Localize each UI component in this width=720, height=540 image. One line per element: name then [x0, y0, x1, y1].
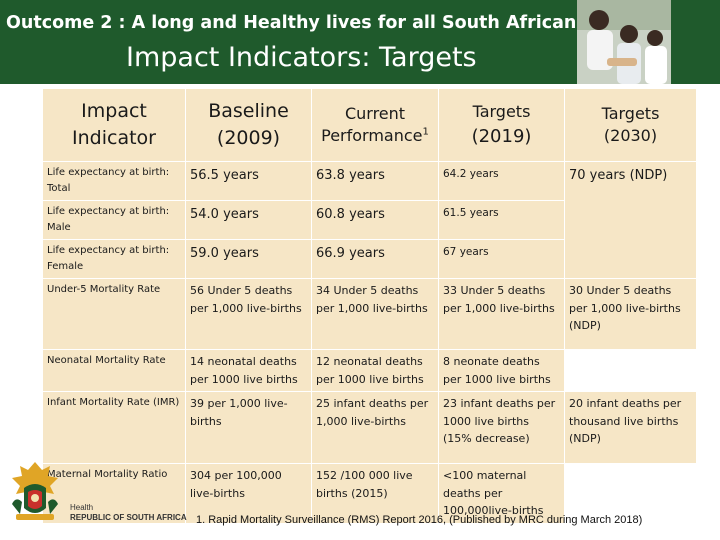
current-cell: 66.9 years — [311, 239, 439, 279]
baseline-cell: 39 per 1,000 live-births — [185, 391, 312, 465]
baseline-cell: 56 Under 5 deaths per 1,000 live-births — [185, 278, 312, 350]
coat-of-arms-logo — [6, 458, 64, 528]
footnote: 1. Rapid Mortality Surveillance (RMS) Re… — [196, 514, 643, 526]
department-label: Health REPUBLIC OF SOUTH AFRICA — [70, 503, 187, 522]
indicator-cell: Infant Mortality Rate (IMR) — [42, 391, 186, 465]
table-row: Life expectancy at birth: Male 54.0 year… — [42, 200, 697, 240]
current-cell: 63.8 years — [311, 161, 439, 201]
page-subtitle: Impact Indicators: Targets — [126, 42, 477, 73]
target-2030-cell: 20 infant deaths per thousand live birth… — [564, 391, 697, 465]
target-2019-cell: 8 neonate deaths per 1000 live births — [438, 348, 565, 393]
header-targets-2019: Targets (2019) — [438, 88, 565, 162]
current-cell: 34 Under 5 deaths per 1,000 live-births — [311, 278, 439, 350]
impact-indicators-table: Impact Indicator Baseline (2009) Current… — [42, 88, 697, 524]
target-2019-cell: 64.2 years — [438, 161, 565, 201]
current-cell: 152 /100 000 live births (2015) — [311, 463, 439, 524]
table-header-row: Impact Indicator Baseline (2009) Current… — [42, 88, 697, 162]
coat-of-arms-icon — [12, 462, 58, 520]
current-cell: 12 neonatal deaths per 1000 live births — [311, 348, 439, 393]
target-2019-cell: 33 Under 5 deaths per 1,000 live-births — [438, 278, 565, 350]
target-2019-cell: 61.5 years — [438, 200, 565, 240]
target-2019-cell: <100 maternal deaths per 100,000live-bir… — [438, 463, 565, 524]
baseline-cell: 54.0 years — [185, 200, 312, 240]
table-row: Life expectancy at birth: Total 56.5 yea… — [42, 161, 697, 279]
header-impact-indicator: Impact Indicator — [42, 88, 186, 162]
indicator-cell: Under-5 Mortality Rate — [42, 278, 186, 350]
table-row: Maternal Mortality Ratio 304 per 100,000… — [42, 463, 697, 524]
current-cell: 25 infant deaths per 1,000 live-births — [311, 391, 439, 465]
target-2019-cell: 67 years — [438, 239, 565, 279]
table-row: Neonatal Mortality Rate 14 neonatal deat… — [42, 348, 697, 393]
indicator-cell: Life expectancy at birth: Total — [42, 161, 186, 201]
target-2030-cell: 30 Under 5 deaths per 1,000 live-births … — [564, 278, 697, 350]
header-targets-2030: Targets (2030) — [564, 88, 697, 162]
children-photo-illustration — [577, 0, 671, 84]
target-2030-cell — [564, 348, 697, 393]
current-cell: 60.8 years — [311, 200, 439, 240]
header-current-performance: Current Performance1 — [311, 88, 439, 162]
page-title: Outcome 2 : A long and Healthy lives for… — [6, 13, 587, 33]
baseline-cell: 56.5 years — [185, 161, 312, 201]
indicator-cell: Life expectancy at birth: Male — [42, 200, 186, 240]
table-row: Under-5 Mortality Rate 56 Under 5 deaths… — [42, 278, 697, 350]
baseline-cell: 14 neonatal deaths per 1000 live births — [185, 348, 312, 393]
indicator-cell: Maternal Mortality Ratio — [42, 463, 186, 524]
target-2019-cell: 23 infant deaths per 1000 live births (1… — [438, 391, 565, 465]
target-2030-cell — [564, 463, 697, 524]
table-row: Infant Mortality Rate (IMR) 39 per 1,000… — [42, 391, 697, 465]
footnote-marker: 1 — [422, 126, 429, 138]
target-2030-cell: 70 years (NDP) — [564, 161, 697, 279]
baseline-cell: 304 per 100,000 live-births — [185, 463, 312, 524]
indicator-cell: Life expectancy at birth: Female — [42, 239, 186, 279]
baseline-cell: 59.0 years — [185, 239, 312, 279]
title-banner: Outcome 2 : A long and Healthy lives for… — [0, 0, 720, 84]
header-baseline: Baseline (2009) — [185, 88, 312, 162]
table-row: Life expectancy at birth: Female 59.0 ye… — [42, 239, 697, 279]
children-photo — [577, 0, 671, 84]
indicator-cell: Neonatal Mortality Rate — [42, 348, 186, 393]
